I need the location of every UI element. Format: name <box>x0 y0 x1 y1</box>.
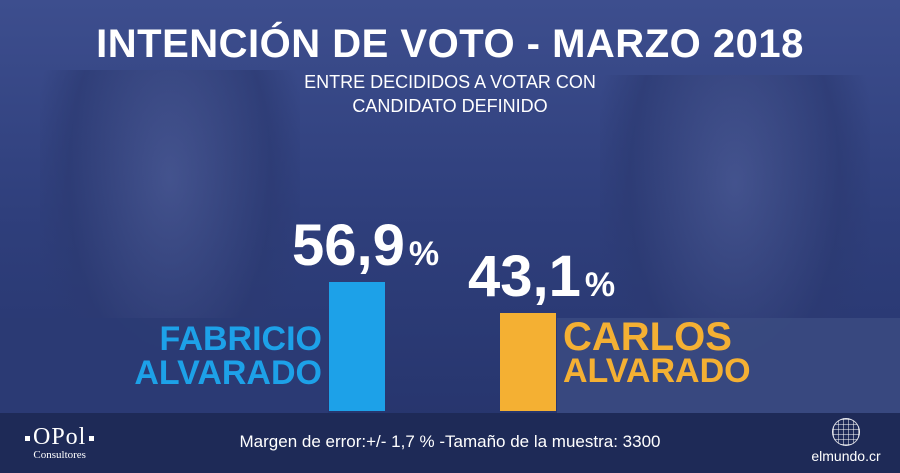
opol-logo: OPol Consultores <box>22 425 97 461</box>
data-label-value: 56,9 <box>292 212 405 278</box>
chart-title: INTENCIÓN DE VOTO - MARZO 2018 <box>96 22 804 66</box>
candidate-name-fabricio: FABRICIO ALVARADO <box>100 322 322 390</box>
footnote-margin-of-error: Margen de error:+/- 1,7 % -Tamaño de la … <box>239 432 661 451</box>
name-band-left <box>0 318 328 413</box>
candidate-first-name: CARLOS <box>563 315 732 359</box>
data-label-carlos: 43,1% <box>468 243 615 310</box>
opol-logo-text: OPol <box>33 424 87 450</box>
elmundo-logo-text: elmundo.cr <box>811 448 881 464</box>
candidate-last-name: ALVARADO <box>134 354 322 392</box>
chart-subtitle: ENTRE DECIDIDOS A VOTAR CON CANDIDATO DE… <box>300 70 600 118</box>
name-band-right <box>557 318 900 413</box>
elmundo-logo: elmundo.cr <box>800 418 892 466</box>
subtitle-line-2: CANDIDATO DEFINIDO <box>352 96 548 116</box>
candidate-last-name: ALVARADO <box>563 352 751 390</box>
globe-icon <box>832 418 860 446</box>
data-label-percent-sign: % <box>408 234 440 273</box>
data-label-fabricio: 56,9% <box>292 212 439 279</box>
bar-carlos <box>500 313 556 411</box>
opol-logo-main: OPol <box>22 425 97 449</box>
candidate-first-name: FABRICIO <box>159 320 322 358</box>
opol-logo-sub: Consultores <box>33 449 86 461</box>
footer-band <box>0 413 900 473</box>
subtitle-line-1: ENTRE DECIDIDOS A VOTAR CON <box>304 72 596 92</box>
data-label-value: 43,1 <box>468 244 581 310</box>
bar-fabricio <box>329 281 385 411</box>
candidate-name-carlos: CARLOS ALVARADO <box>563 315 751 390</box>
data-label-percent-sign: % <box>584 266 616 305</box>
